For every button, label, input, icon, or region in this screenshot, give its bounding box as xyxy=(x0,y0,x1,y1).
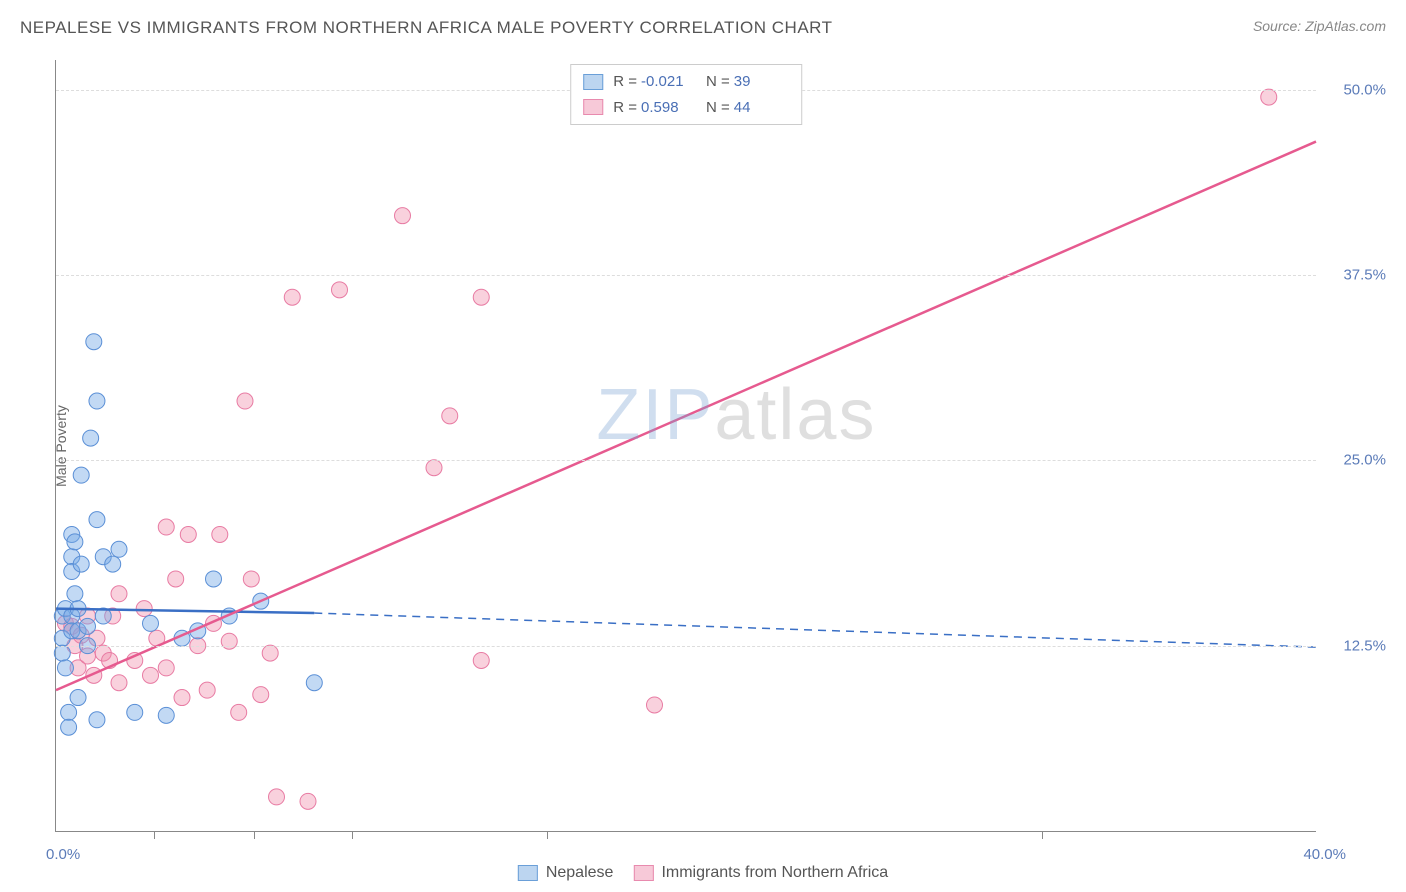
source-attribution: Source: ZipAtlas.com xyxy=(1253,18,1386,34)
series-legend: Nepalese Immigrants from Northern Africa xyxy=(518,864,888,882)
x-tick xyxy=(547,831,548,839)
swatch-series-a-bottom xyxy=(518,865,538,881)
swatch-series-a xyxy=(583,74,603,90)
x-tick xyxy=(1042,831,1043,839)
legend-row-series-b: R =0.598 N =44 xyxy=(583,95,789,121)
legend-item-a: Nepalese xyxy=(518,864,614,882)
scatter-svg xyxy=(56,60,1316,831)
swatch-series-b-bottom xyxy=(633,865,653,881)
x-tick-label-max: 40.0% xyxy=(1303,846,1346,863)
legend-row-series-a: R =-0.021 N =39 xyxy=(583,69,789,95)
correlation-legend: R =-0.021 N =39 R =0.598 N =44 xyxy=(570,64,802,125)
x-tick xyxy=(154,831,155,839)
x-tick xyxy=(254,831,255,839)
x-tick-label-min: 0.0% xyxy=(46,846,80,863)
legend-item-b: Immigrants from Northern Africa xyxy=(633,864,888,882)
swatch-series-b xyxy=(583,99,603,115)
gridline-h xyxy=(56,460,1316,461)
gridline-h xyxy=(56,275,1316,276)
y-tick-label: 50.0% xyxy=(1343,81,1386,98)
chart-plot-area: R =-0.021 N =39 R =0.598 N =44 ZIPatlas … xyxy=(55,60,1316,832)
y-tick-label: 12.5% xyxy=(1343,637,1386,654)
gridline-h xyxy=(56,646,1316,647)
x-tick xyxy=(352,831,353,839)
y-tick-label: 25.0% xyxy=(1343,452,1386,469)
chart-title: NEPALESE VS IMMIGRANTS FROM NORTHERN AFR… xyxy=(20,18,833,38)
y-tick-label: 37.5% xyxy=(1343,266,1386,283)
